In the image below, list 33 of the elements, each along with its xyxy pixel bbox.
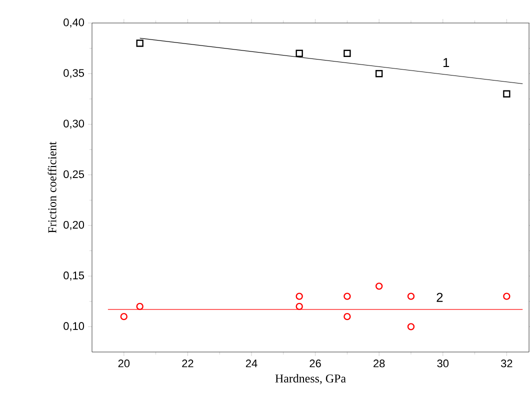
x-tick-label: 26 bbox=[310, 360, 321, 368]
y-tick-label: 0,20 bbox=[64, 220, 84, 230]
y-tick-label: 0,15 bbox=[64, 272, 84, 281]
x-tick-label: 32 bbox=[501, 360, 512, 368]
point bbox=[136, 302, 144, 310]
y-tick-label: 0,35 bbox=[64, 69, 84, 78]
x-tick-label: 22 bbox=[182, 360, 194, 368]
point bbox=[407, 292, 415, 300]
x-axis-title: Hardness, GPa bbox=[275, 374, 346, 384]
x-tick-label: 24 bbox=[246, 360, 258, 368]
point bbox=[120, 312, 128, 320]
point bbox=[376, 70, 383, 78]
y-axis-title: Friction coefficient bbox=[48, 142, 56, 234]
point bbox=[344, 50, 351, 57]
point bbox=[503, 90, 510, 98]
y-tick-label: 0,25 bbox=[64, 170, 84, 180]
point bbox=[296, 292, 303, 300]
point bbox=[136, 40, 144, 47]
point bbox=[296, 50, 303, 57]
x-tick-label: 30 bbox=[437, 360, 449, 368]
point bbox=[344, 292, 351, 300]
y-tick-label: 0,30 bbox=[64, 120, 84, 129]
point bbox=[344, 312, 351, 320]
y-tick-label: 0,40 bbox=[64, 18, 84, 28]
point bbox=[376, 282, 383, 290]
y-tick-label: 0,10 bbox=[64, 322, 84, 332]
point bbox=[296, 302, 303, 310]
x-tick-label: 28 bbox=[374, 360, 385, 368]
x-tick-label: 20 bbox=[118, 360, 130, 368]
annotation: 2 bbox=[436, 292, 443, 302]
point bbox=[407, 323, 415, 330]
point bbox=[503, 292, 510, 300]
annotation: 1 bbox=[443, 58, 450, 68]
